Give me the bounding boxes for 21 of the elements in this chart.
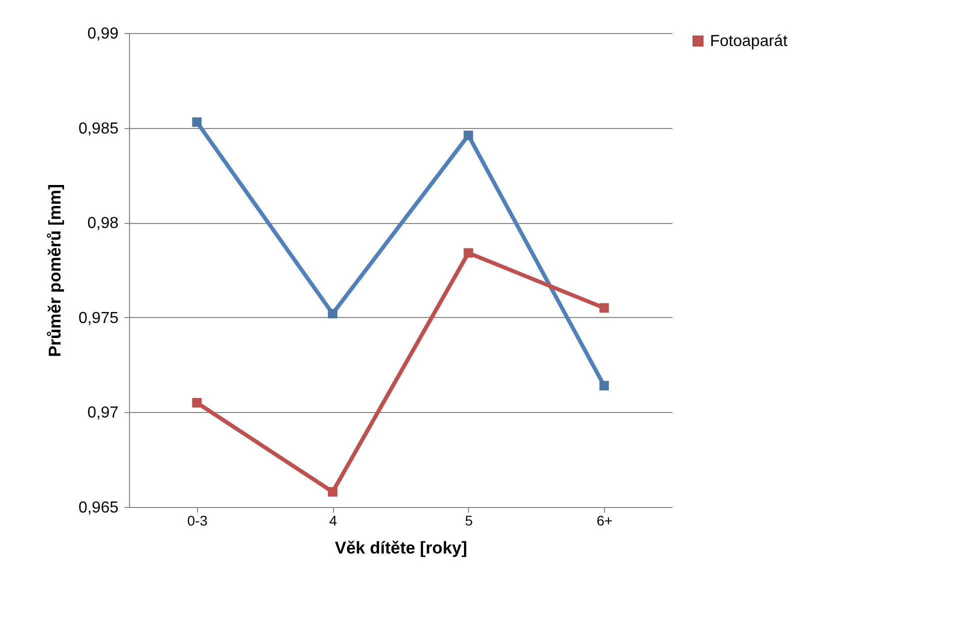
point (464, 248, 474, 258)
legend-label: Fotoaparát (710, 33, 788, 50)
y-tick-label: 0,975 (78, 310, 119, 327)
y-tick-label: 0,98 (87, 215, 119, 232)
x-axis-title: Věk dítěte [roky] (334, 538, 468, 558)
point (192, 117, 202, 127)
x-tick-label: 0-3 (187, 512, 208, 528)
x-tick-label: 5 (464, 512, 473, 528)
y-tick-label: 0,97 (87, 404, 119, 422)
y-axis-title: Průměr poměrů [mm] (45, 184, 64, 357)
point (328, 308, 338, 318)
y-tick-label: 0,985 (78, 120, 119, 138)
point (328, 487, 338, 497)
point (464, 130, 474, 140)
y-tick-label: 0,965 (78, 500, 119, 516)
point (599, 303, 609, 313)
point (192, 398, 202, 408)
x-tick-label: 6+ (596, 512, 613, 528)
point (599, 380, 609, 390)
x-tick-label: 4 (329, 512, 338, 528)
y-tick-label: 0,99 (87, 26, 119, 42)
